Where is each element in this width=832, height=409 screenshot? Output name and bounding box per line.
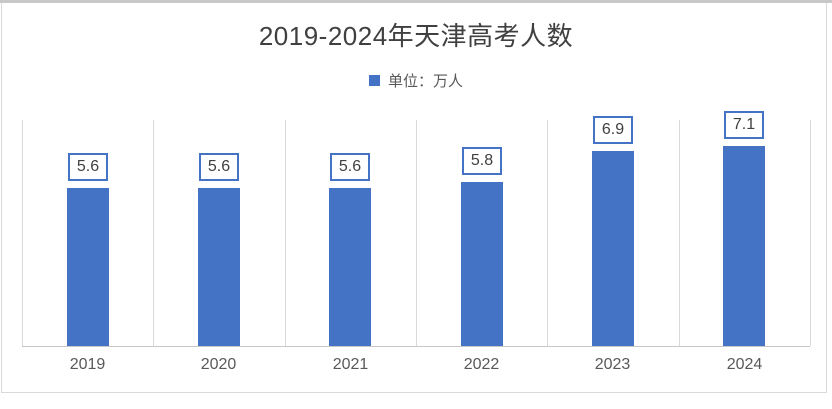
gridline [547, 120, 548, 346]
bar-value-callout: 6.9 [593, 116, 633, 144]
x-axis-tick-label: 2024 [726, 356, 763, 373]
bar-2024 [723, 146, 765, 346]
x-axis: 2019 2020 2021 2022 2023 2024 [22, 356, 810, 380]
bar-2021 [329, 188, 371, 346]
bar-value-callout: 5.6 [330, 153, 370, 181]
gridline [416, 120, 417, 346]
x-axis-tick-label: 2023 [594, 356, 631, 373]
plot-area: 5.6 5.6 5.6 5.8 6.9 7.1 [22, 111, 811, 347]
bar-value-callout: 5.8 [462, 147, 502, 175]
gridline [22, 120, 23, 346]
chart-frame [1, 3, 827, 393]
bar-2020 [198, 188, 240, 346]
gridline [285, 120, 286, 346]
bar-value-callout: 7.1 [724, 111, 764, 139]
gridline [153, 120, 154, 346]
bar-2022 [461, 182, 503, 346]
x-axis-tick-label: 2022 [463, 356, 500, 373]
bar-value-callout: 5.6 [68, 153, 108, 181]
gridline [810, 120, 811, 346]
legend: 单位：万人 [0, 70, 832, 91]
legend-label: 单位：万人 [387, 73, 463, 90]
chart-title: 2019-2024年天津高考人数 [258, 21, 574, 51]
bar-2023 [592, 151, 634, 346]
x-axis-tick-label: 2019 [69, 356, 106, 373]
x-axis-tick-label: 2020 [200, 356, 237, 373]
top-border-strip [0, 0, 832, 3]
bar-value-callout: 5.6 [199, 153, 239, 181]
x-axis-tick-label: 2021 [332, 356, 369, 373]
bar-2019 [67, 188, 109, 346]
gridline [679, 120, 680, 346]
legend-color-swatch [368, 75, 380, 86]
